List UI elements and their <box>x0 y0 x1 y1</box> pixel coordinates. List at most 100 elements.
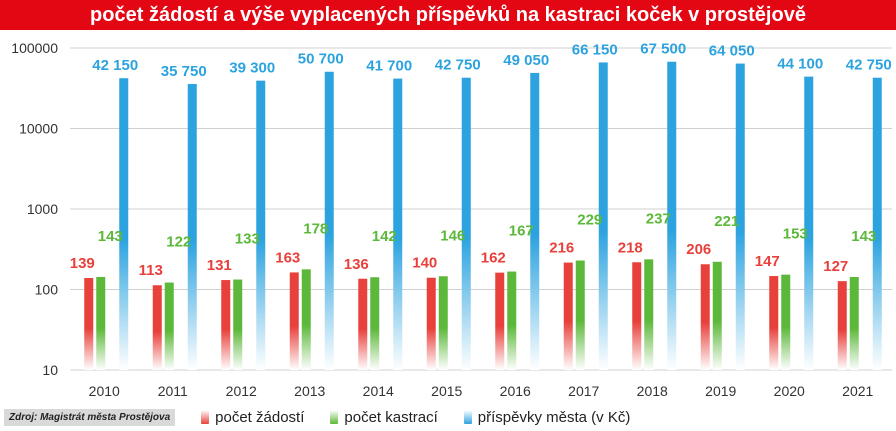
bar-pocet-zadosti <box>495 272 505 370</box>
bar-pocet-zadosti <box>632 262 642 370</box>
bar-pocet-kastraci <box>644 259 654 370</box>
bar-pocet-kastraci <box>370 277 380 370</box>
data-label-prispevky-mesta: 67 500 <box>640 41 686 58</box>
chart-title: počet žádostí a výše vyplacených příspěv… <box>90 3 806 26</box>
data-label-prispevky-mesta: 35 750 <box>161 63 207 80</box>
data-label-pocet-kastraci: 142 <box>372 228 397 245</box>
bar-pocet-kastraci <box>301 269 311 370</box>
bar-prispevky-mesta <box>461 77 471 370</box>
bar-pocet-kastraci <box>849 276 859 370</box>
y-tick-label: 1000 <box>27 201 58 217</box>
bar-pocet-zadosti <box>426 277 436 370</box>
chart-footer: Zdroj: Magistrát města Prostějova počet … <box>0 403 896 431</box>
data-label-pocet-zadosti: 139 <box>70 255 95 272</box>
y-tick-label: 100 <box>35 282 59 298</box>
data-label-pocet-kastraci: 167 <box>509 223 534 240</box>
x-tick-label: 2011 <box>158 383 188 399</box>
data-label-pocet-kastraci: 146 <box>440 227 465 244</box>
x-tick-label: 2012 <box>226 383 257 399</box>
data-label-prispevky-mesta: 42 750 <box>435 57 481 74</box>
bar-pocet-kastraci <box>781 274 791 370</box>
x-tick-label: 2021 <box>842 383 873 399</box>
y-tick-label: 100000 <box>11 40 58 56</box>
bar-prispevky-mesta <box>530 72 540 370</box>
legend-swatch-blue <box>463 410 472 424</box>
y-tick-label: 10000 <box>19 121 58 137</box>
x-tick-label: 2019 <box>705 383 736 399</box>
data-label-pocet-kastraci: 237 <box>646 210 671 227</box>
bar-pocet-zadosti <box>769 276 779 370</box>
legend-label: počet kastrací <box>344 408 438 426</box>
data-label-pocet-kastraci: 143 <box>98 228 123 245</box>
data-label-pocet-zadosti: 140 <box>412 255 437 272</box>
data-label-prispevky-mesta: 42 750 <box>846 57 892 74</box>
data-label-pocet-zadosti: 147 <box>755 253 780 270</box>
bar-pocet-kastraci <box>164 282 174 370</box>
legend-item-pocet-zadosti: počet žádostí <box>201 409 304 426</box>
bar-prispevky-mesta <box>393 78 403 371</box>
bar-prispevky-mesta <box>324 71 334 370</box>
source-note: Zdroj: Magistrát města Prostějova <box>4 408 176 426</box>
legend-label: příspěvky města (v Kč) <box>477 408 631 426</box>
y-tick-label: 10 <box>42 362 58 378</box>
bar-prispevky-mesta <box>119 78 129 370</box>
bar-pocet-kastraci <box>712 261 722 370</box>
chart-legend: počet žádostí počet kastrací příspěvky m… <box>201 409 656 426</box>
data-label-prispevky-mesta: 44 100 <box>777 56 823 73</box>
bar-pocet-zadosti <box>289 272 299 370</box>
bar-prispevky-mesta <box>187 83 197 370</box>
data-label-pocet-zadosti: 162 <box>481 250 506 267</box>
data-label-pocet-zadosti: 127 <box>823 258 848 275</box>
data-label-prispevky-mesta: 66 150 <box>572 41 618 58</box>
data-label-pocet-kastraci: 178 <box>303 220 328 237</box>
data-label-pocet-kastraci: 122 <box>166 234 191 251</box>
data-label-pocet-zadosti: 206 <box>686 241 711 258</box>
title-bar: počet žádostí a výše vyplacených příspěv… <box>0 0 896 30</box>
data-label-prispevky-mesta: 39 300 <box>229 60 275 77</box>
x-tick-label: 2014 <box>363 383 394 399</box>
data-label-pocet-zadosti: 113 <box>139 262 163 279</box>
x-tick-label: 2018 <box>637 383 668 399</box>
data-label-prispevky-mesta: 42 150 <box>92 57 138 74</box>
legend-swatch-red <box>201 410 210 424</box>
data-label-pocet-kastraci: 143 <box>851 228 876 245</box>
bar-prispevky-mesta <box>872 77 882 370</box>
data-label-pocet-zadosti: 136 <box>344 256 369 273</box>
bar-pocet-kastraci <box>96 276 106 370</box>
data-label-pocet-kastraci: 153 <box>783 226 808 243</box>
bar-pocet-zadosti <box>563 262 573 370</box>
bar-prispevky-mesta <box>804 76 814 371</box>
bar-prispevky-mesta <box>735 63 745 371</box>
legend-item-prispevky-mesta: příspěvky města (v Kč) <box>463 408 631 426</box>
bar-pocet-zadosti <box>84 277 94 370</box>
bar-pocet-zadosti <box>358 278 368 370</box>
bar-pocet-zadosti <box>152 285 162 370</box>
x-tick-label: 2020 <box>774 383 805 399</box>
legend-label: počet žádostí <box>215 408 305 426</box>
data-label-pocet-zadosti: 218 <box>618 239 643 256</box>
bar-pocet-zadosti <box>221 280 231 370</box>
data-label-pocet-zadosti: 163 <box>275 249 300 266</box>
bar-pocet-kastraci <box>438 276 448 370</box>
x-tick-label: 2015 <box>431 383 462 399</box>
bar-pocet-zadosti <box>700 264 710 370</box>
data-label-prispevky-mesta: 49 050 <box>503 52 549 69</box>
bar-prispevky-mesta <box>598 62 608 370</box>
data-label-prispevky-mesta: 41 700 <box>366 58 412 75</box>
bar-pocet-kastraci <box>507 271 517 370</box>
bar-pocet-zadosti <box>837 281 847 370</box>
data-label-pocet-kastraci: 133 <box>235 231 260 248</box>
legend-swatch-green <box>330 410 339 424</box>
data-label-pocet-zadosti: 216 <box>549 240 574 257</box>
bar-pocet-kastraci <box>575 260 585 370</box>
data-label-prispevky-mesta: 64 050 <box>709 43 755 60</box>
data-label-pocet-kastraci: 221 <box>714 213 739 230</box>
bar-prispevky-mesta <box>256 80 266 370</box>
data-label-pocet-zadosti: 131 <box>207 257 232 274</box>
bar-prispevky-mesta <box>667 61 677 370</box>
x-tick-label: 2010 <box>89 383 120 399</box>
x-tick-label: 2013 <box>294 383 325 399</box>
data-label-prispevky-mesta: 50 700 <box>298 51 344 68</box>
x-tick-label: 2016 <box>500 383 531 399</box>
